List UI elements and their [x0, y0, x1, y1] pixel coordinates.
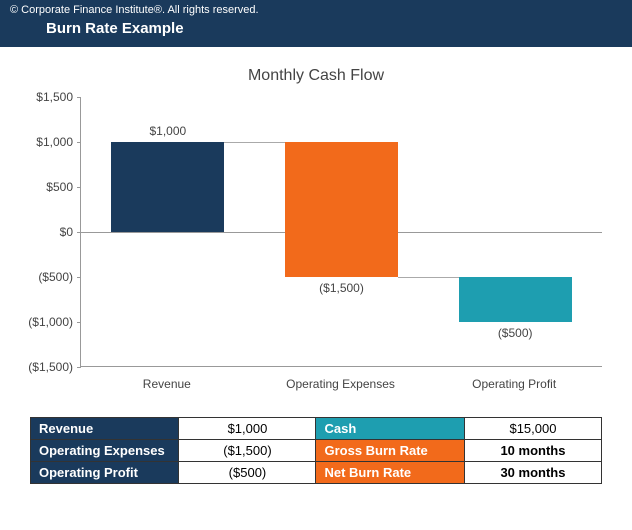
summary-table: Revenue$1,000Cash$15,000Operating Expens… — [30, 417, 602, 484]
y-tick-label: ($1,500) — [21, 360, 73, 374]
row-value-right: 10 months — [464, 440, 601, 462]
connector-line — [398, 277, 459, 278]
row-value-left: ($500) — [179, 462, 316, 484]
x-axis-labels: Revenue Operating Expenses Operating Profi… — [80, 377, 602, 397]
row-header-right: Net Burn Rate — [316, 462, 464, 484]
bar-operating-profit — [459, 277, 572, 322]
y-tick-label: $500 — [21, 180, 73, 194]
row-value-right: 30 months — [464, 462, 601, 484]
plot-area: $1,500$1,000$500$0($500)($1,000)($1,500)… — [80, 97, 602, 367]
copyright-text: © Corporate Finance Institute®. All righ… — [10, 4, 622, 16]
table-row: Operating Expenses($1,500)Gross Burn Rat… — [31, 440, 602, 462]
y-tick-label: $1,500 — [21, 90, 73, 104]
chart-container: Monthly Cash Flow $1,500$1,000$500$0($50… — [0, 47, 632, 407]
y-tick-label: ($1,000) — [21, 315, 73, 329]
header-banner: © Corporate Finance Institute®. All righ… — [0, 0, 632, 47]
y-tick-label: $1,000 — [21, 135, 73, 149]
table-row: Operating Profit($500)Net Burn Rate30 mo… — [31, 462, 602, 484]
connector-line — [224, 142, 285, 143]
row-value-right: $15,000 — [464, 418, 601, 440]
row-value-left: ($1,500) — [179, 440, 316, 462]
y-tick-label: $0 — [21, 225, 73, 239]
chart-title: Monthly Cash Flow — [20, 67, 612, 85]
row-header-left: Operating Expenses — [31, 440, 179, 462]
page-title: Burn Rate Example — [10, 20, 622, 37]
row-header-left: Operating Profit — [31, 462, 179, 484]
bar-operating-expenses — [285, 142, 398, 277]
row-value-left: $1,000 — [179, 418, 316, 440]
row-header-right: Gross Burn Rate — [316, 440, 464, 462]
table-row: Revenue$1,000Cash$15,000 — [31, 418, 602, 440]
summary-table-container: Revenue$1,000Cash$15,000Operating Expens… — [0, 407, 632, 504]
x-label: Revenue — [143, 377, 191, 391]
bar-value-label: $1,000 — [149, 124, 186, 138]
x-label: Operating Expenses — [286, 377, 395, 391]
row-header-left: Revenue — [31, 418, 179, 440]
waterfall-chart: $1,500$1,000$500$0($500)($1,000)($1,500)… — [80, 97, 602, 397]
bar-revenue — [111, 142, 224, 232]
y-tick-label: ($500) — [21, 270, 73, 284]
row-header-right: Cash — [316, 418, 464, 440]
x-label: Operating Profit — [472, 377, 556, 391]
bar-value-label: ($1,500) — [319, 281, 364, 295]
bar-value-label: ($500) — [498, 326, 533, 340]
